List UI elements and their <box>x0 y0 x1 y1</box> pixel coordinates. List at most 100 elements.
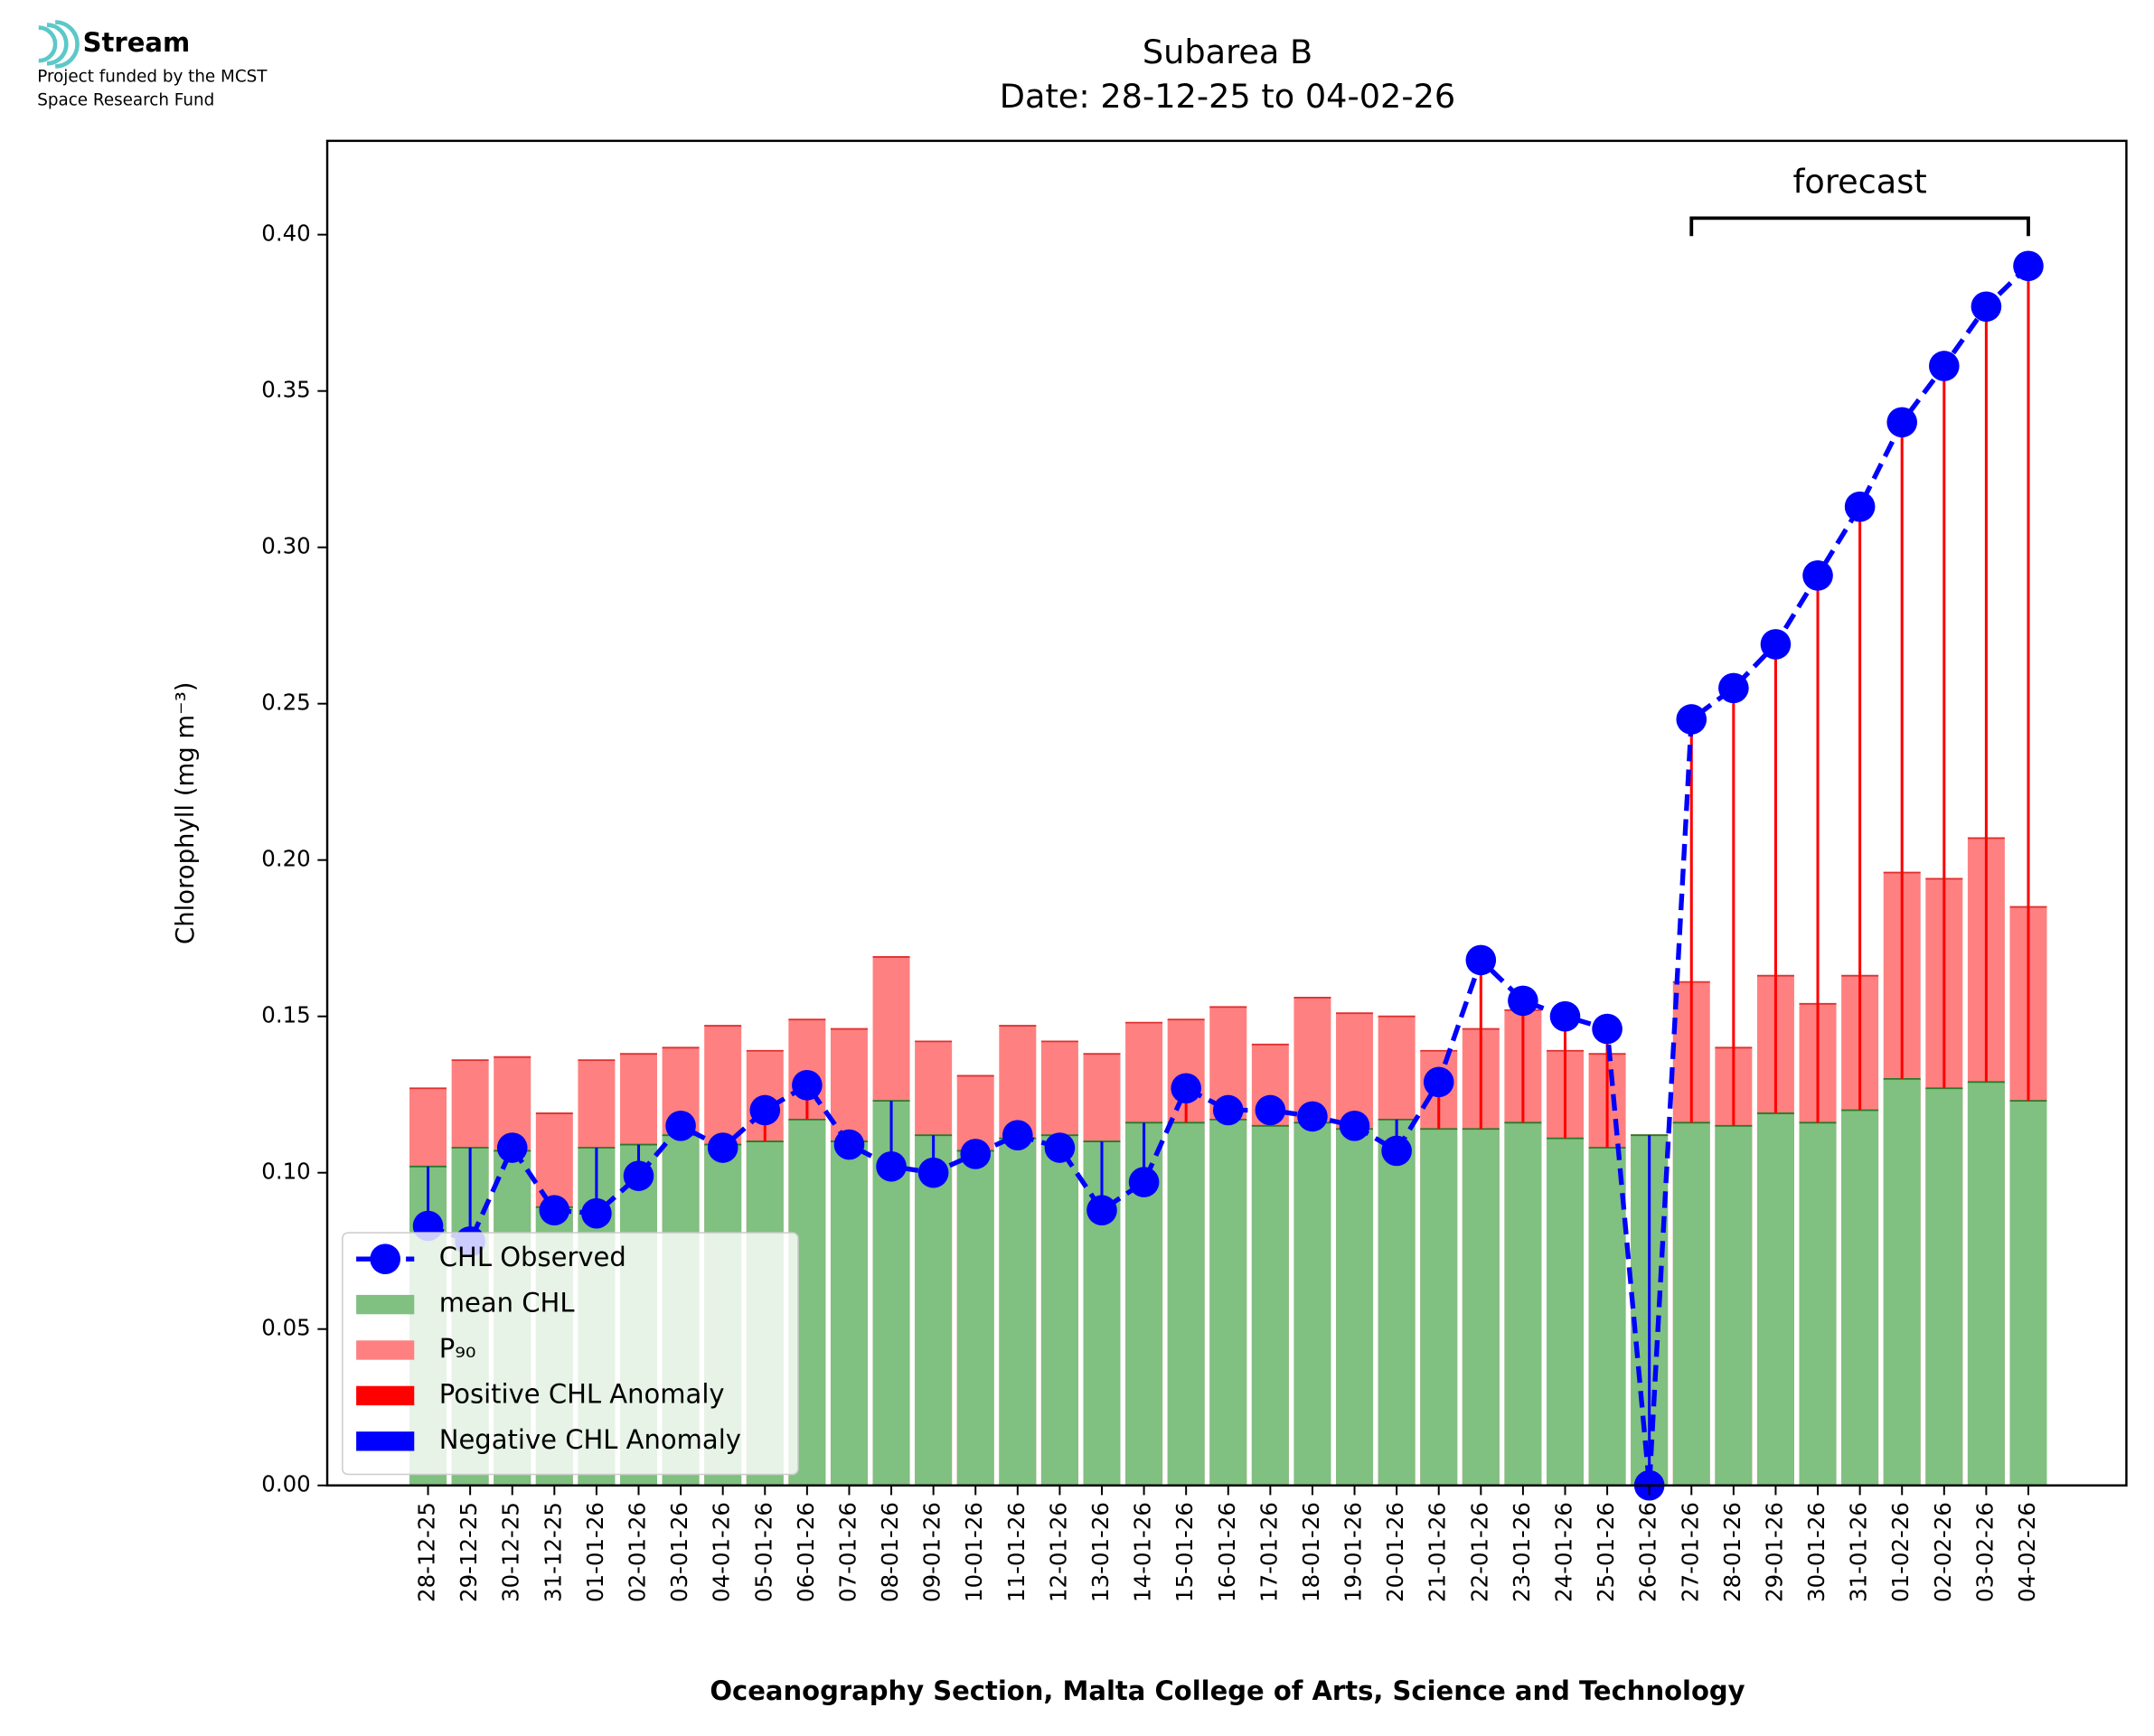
y-tick-label: 0.40 <box>261 221 310 247</box>
observed-point <box>539 1195 570 1226</box>
bar <box>1462 1129 1500 1486</box>
bar <box>1715 1125 1753 1486</box>
observed-point <box>496 1132 528 1163</box>
observed-point <box>1128 1167 1160 1197</box>
x-tick-label: 09-01-26 <box>919 1502 945 1602</box>
legend-label: CHL Observed <box>439 1242 626 1272</box>
observed-point <box>1549 1000 1581 1032</box>
y-tick-label: 0.25 <box>261 690 310 716</box>
bar <box>2009 1101 2047 1486</box>
logo: Stream Project funded by the MCST Space … <box>37 20 268 110</box>
legend-swatch <box>356 1340 415 1360</box>
x-tick-label: 19-01-26 <box>1340 1502 1367 1602</box>
x-tick-label: 15-01-26 <box>1171 1502 1198 1602</box>
x-tick-label: 24-01-26 <box>1550 1502 1576 1602</box>
bar <box>1504 1122 1542 1486</box>
observed-point <box>665 1110 696 1141</box>
observed-point <box>1002 1120 1033 1150</box>
observed-point <box>2013 250 2044 282</box>
x-tick-label: 07-01-26 <box>834 1502 861 1602</box>
observed-point <box>1255 1094 1286 1126</box>
x-tick-label: 25-01-26 <box>1593 1502 1619 1602</box>
x-tick-label: 18-01-26 <box>1298 1502 1324 1602</box>
observed-point <box>792 1070 823 1101</box>
y-axis-label: Chlorophyll (mg m⁻³) <box>171 682 200 944</box>
observed-point <box>1844 491 1876 522</box>
observed-point <box>917 1157 949 1188</box>
legend-label: Negative CHL Anomaly <box>439 1424 741 1455</box>
x-tick-label: 10-01-26 <box>961 1502 987 1602</box>
bar <box>1925 1088 1963 1486</box>
bar <box>1546 1138 1584 1486</box>
legend-box <box>342 1232 799 1476</box>
observed-point <box>1044 1132 1076 1163</box>
x-tick-label: 26-01-26 <box>1635 1502 1661 1602</box>
bar <box>1040 1135 1078 1486</box>
observed-point <box>1339 1110 1370 1141</box>
x-tick-label: 04-02-26 <box>2014 1502 2040 1602</box>
bar <box>1420 1129 1458 1486</box>
observed-point <box>1929 351 1960 381</box>
legend-label: Positive CHL Anomaly <box>439 1378 725 1409</box>
observed-point <box>1886 407 1918 438</box>
x-tick-label: 31-01-26 <box>1846 1502 1872 1602</box>
x-tick-label: 31-12-25 <box>540 1502 566 1602</box>
bar <box>1293 1122 1331 1486</box>
bar <box>915 1135 953 1486</box>
bar <box>1841 1110 1879 1486</box>
observed-point <box>707 1132 738 1163</box>
observed-point <box>1423 1066 1454 1098</box>
bar <box>1378 1119 1416 1486</box>
forecast-label: forecast <box>1793 163 1927 202</box>
legend-label: mean CHL <box>439 1288 576 1318</box>
x-tick-label: 01-02-26 <box>1887 1502 1914 1602</box>
bar <box>956 1150 994 1486</box>
observed-point <box>833 1129 865 1160</box>
y-tick-label: 0.15 <box>261 1002 310 1028</box>
plot-frame <box>325 139 2128 1487</box>
y-tick-label: 0.30 <box>261 533 310 559</box>
bar <box>999 1138 1037 1486</box>
y-tick-label: 0.10 <box>261 1159 310 1185</box>
observed-point <box>1508 985 1538 1017</box>
x-tick-label: 02-02-26 <box>1930 1502 1956 1602</box>
logo-name: Stream <box>83 27 191 58</box>
x-tick-label: 01-01-26 <box>582 1502 608 1602</box>
bar <box>1588 1148 1626 1486</box>
observed-point <box>623 1160 654 1191</box>
bar <box>1756 1112 1794 1486</box>
observed-point <box>749 1094 781 1126</box>
observed-point <box>876 1150 907 1182</box>
legend: CHL Observed mean CHL P₉₀ Positive CHL Anom… <box>342 1232 799 1476</box>
bar <box>1167 1122 1205 1486</box>
y-tick-label: 0.35 <box>261 377 310 403</box>
x-tick-label: 05-01-26 <box>750 1502 776 1602</box>
y-tick-label: 0.20 <box>261 846 310 872</box>
x-tick-label: 20-01-26 <box>1382 1502 1408 1602</box>
observed-point <box>1381 1135 1412 1167</box>
observed-point <box>1171 1073 1201 1104</box>
observed-line <box>427 264 2030 1486</box>
observed-point <box>1718 672 1749 704</box>
bar <box>830 1141 868 1486</box>
x-tick-label: 14-01-26 <box>1130 1502 1156 1602</box>
observed-point <box>1760 629 1792 660</box>
observed-point <box>1802 560 1833 591</box>
x-tick-label: 23-01-26 <box>1509 1502 1535 1602</box>
x-tick-label: 28-01-26 <box>1719 1502 1745 1602</box>
observed-point <box>1086 1195 1117 1226</box>
x-tick-label: 13-01-26 <box>1087 1502 1114 1602</box>
x-axis-label: Oceanography Section, Malta College of A… <box>710 1675 1745 1706</box>
x-tick-label: 30-12-25 <box>498 1502 524 1602</box>
logo-text: Project funded by the MCST <box>37 68 268 87</box>
bar <box>1209 1119 1247 1486</box>
x-tick-label: 17-01-26 <box>1256 1502 1282 1602</box>
observed-point <box>581 1197 612 1229</box>
x-tick-label: 06-01-26 <box>793 1502 819 1602</box>
x-tick-label: 30-01-26 <box>1803 1502 1829 1602</box>
legend-label: P₉₀ <box>439 1333 476 1364</box>
observed-point <box>1971 291 2002 323</box>
legend-swatch <box>356 1431 415 1451</box>
y-tick-label: 0.05 <box>261 1315 310 1341</box>
